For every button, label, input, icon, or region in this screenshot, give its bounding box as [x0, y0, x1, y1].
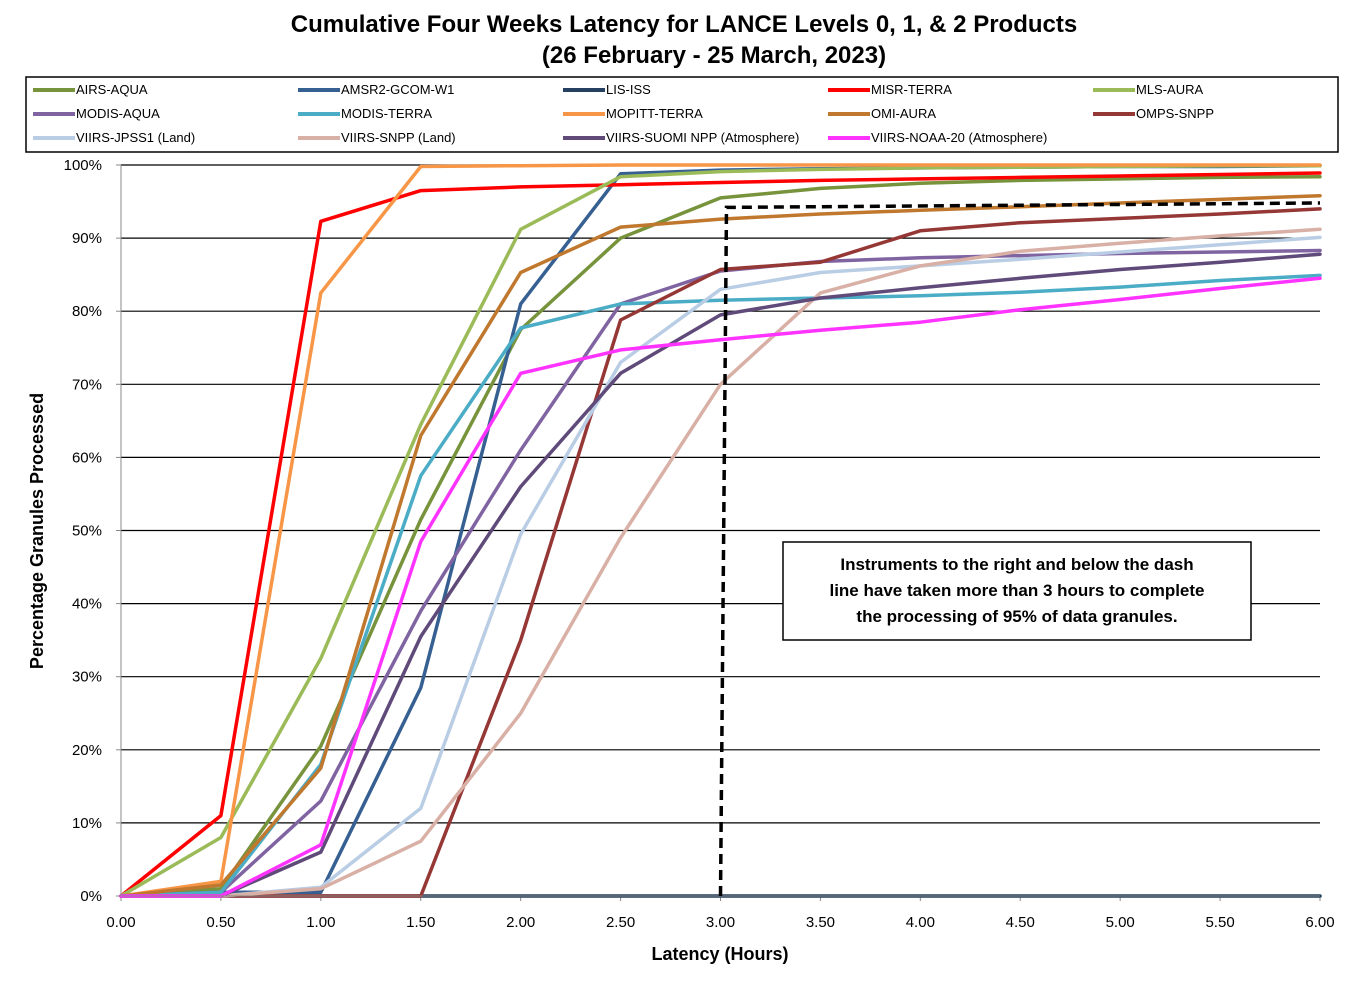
annotation-line-3: the processing of 95% of data granules.	[856, 607, 1177, 626]
series-lines	[119, 163, 1322, 898]
y-tick-label: 10%	[72, 815, 102, 832]
series-line-airs-aqua	[119, 174, 1322, 898]
legend-entry: LIS-ISS	[606, 82, 651, 97]
y-tick-label: 50%	[72, 523, 102, 540]
legend-entry: MISR-TERRA	[871, 82, 952, 97]
legend-entry: OMPS-SNPP	[1136, 106, 1214, 121]
series-line-misr-terra	[119, 171, 1322, 898]
annotation-box: Instruments to the right and below the d…	[782, 541, 1252, 641]
legend-entry: AIRS-AQUA	[76, 82, 148, 97]
y-tick-label: 20%	[72, 742, 102, 759]
y-tick-label: 30%	[72, 669, 102, 686]
x-tick-label: 1.00	[306, 914, 335, 931]
x-tick-label: 4.00	[906, 914, 935, 931]
x-tick-label: 2.50	[606, 914, 635, 931]
legend-entry: AMSR2-GCOM-W1	[341, 82, 454, 97]
x-tick-label: 6.00	[1305, 914, 1334, 931]
chart-subtitle: (26 February - 25 March, 2023)	[542, 42, 886, 69]
y-tick-label: 40%	[72, 596, 102, 613]
legend-entry: VIIRS-JPSS1 (Land)	[76, 130, 195, 145]
legend-entry: MLS-AURA	[1136, 82, 1204, 97]
x-tick-label: 3.50	[806, 914, 835, 931]
legend-entry: MOPITT-TERRA	[606, 106, 703, 121]
y-tick-label: 100%	[64, 157, 102, 174]
legend-entry: MODIS-AQUA	[76, 106, 160, 121]
y-tick-label: 0%	[80, 888, 102, 905]
y-tick-label: 80%	[72, 303, 102, 320]
x-tick-label: 4.50	[1006, 914, 1035, 931]
series-line-viirs-suomi-npp-atmosphere	[119, 252, 1322, 898]
x-tick-label: 3.00	[706, 914, 735, 931]
y-tick-label: 90%	[72, 230, 102, 247]
x-tick-label: 1.50	[406, 914, 435, 931]
annotation-line-1: Instruments to the right and below the d…	[840, 555, 1193, 574]
legend-entry: MODIS-TERRA	[341, 106, 432, 121]
x-tick-label: 0.00	[106, 914, 135, 931]
series-line-mopitt-terra	[119, 163, 1322, 898]
threshold-dashed-line	[718, 201, 1321, 897]
gridlines	[116, 164, 1321, 901]
x-tick-label: 5.00	[1106, 914, 1135, 931]
legend-entry: VIIRS-NOAA-20 (Atmosphere)	[871, 130, 1047, 145]
tick-labels: 0% 10% 20% 30% 40% 50% 60% 70% 80% 90% 100% 0.00 0.5…	[64, 157, 1335, 931]
x-tick-label: 0.50	[206, 914, 235, 931]
series-line-viirs-snpp-land	[119, 227, 1322, 898]
legend-entry: VIIRS-SUOMI NPP (Atmosphere)	[606, 130, 799, 145]
annotation-line-2: line have taken more than 3 hours to com…	[829, 581, 1204, 600]
chart-title: Cumulative Four Weeks Latency for LANCE …	[291, 11, 1077, 38]
x-tick-label: 2.00	[506, 914, 535, 931]
y-tick-label: 70%	[72, 376, 102, 393]
series-line-viirs-noaa-20-atmosphere	[119, 276, 1322, 898]
legend-entry: VIIRS-SNPP (Land)	[341, 130, 456, 145]
x-tick-label: 5.50	[1205, 914, 1234, 931]
legend: AIRS-AQUA AMSR2-GCOM-W1 LIS-ISS MISR-TERRA M…	[33, 82, 1214, 145]
series-line-omi-aura	[119, 193, 1322, 898]
y-axis-label: Percentage Granules Processed	[27, 393, 47, 669]
x-axis-label: Latency (Hours)	[651, 944, 788, 964]
legend-entry: OMI-AURA	[871, 106, 936, 121]
y-tick-label: 60%	[72, 449, 102, 466]
